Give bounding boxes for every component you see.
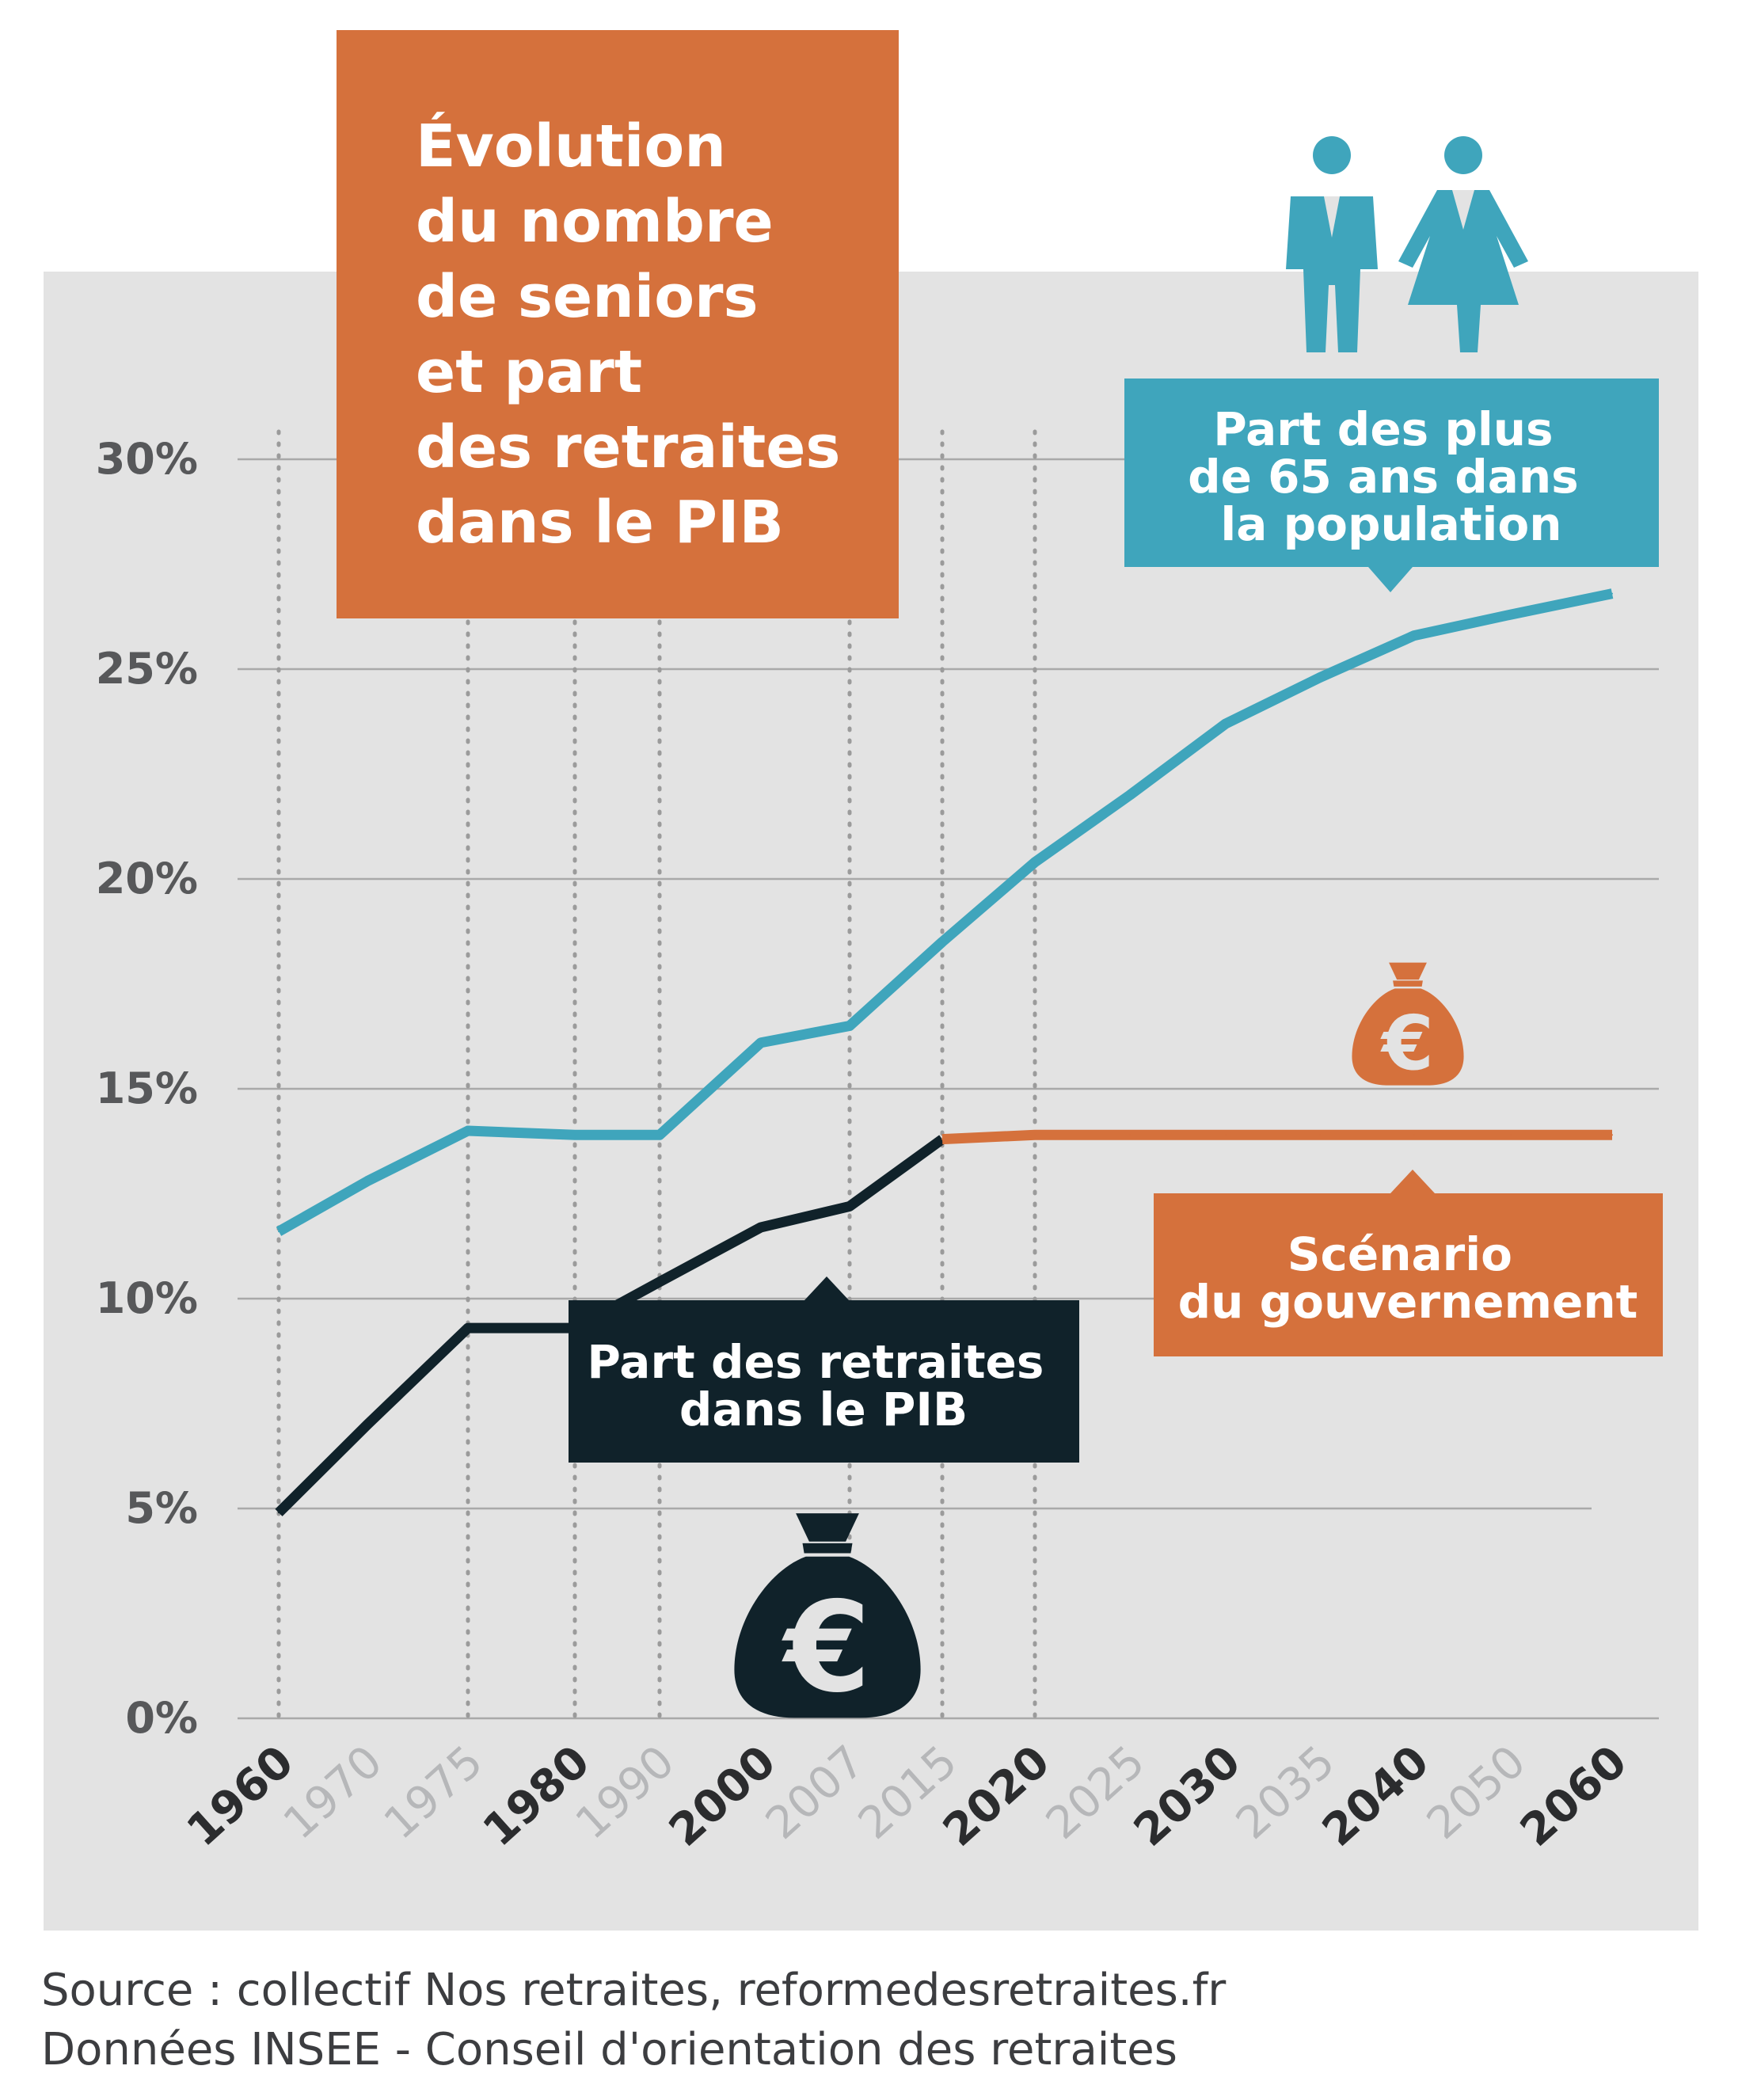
- y-tick-label: 20%: [96, 854, 198, 904]
- data-point: [1611, 1134, 1613, 1136]
- data-point: [367, 1180, 368, 1182]
- data-point: [849, 1205, 850, 1208]
- source-line: Données INSEE - Conseil d'orientation de…: [41, 2024, 1177, 2075]
- callout-line: de 65 ans dans: [1188, 450, 1579, 504]
- data-point: [659, 1280, 660, 1283]
- title-line: dans le PIB: [416, 489, 784, 557]
- callout-line: Part des plus: [1213, 402, 1553, 456]
- svg-text:€: €: [1380, 1000, 1434, 1087]
- data-point: [367, 1424, 368, 1425]
- data-point: [941, 1138, 943, 1140]
- callout-gouvernement-background: [1154, 1193, 1663, 1356]
- svg-text:€: €: [782, 1576, 871, 1721]
- title-background: [337, 30, 899, 618]
- title-line: du nombre: [416, 188, 774, 256]
- callout-population-label: Part des plus de 65 ans dans la populati…: [1188, 402, 1595, 551]
- y-axis-ticks: 0% 5% 10% 15% 20% 25% 30%: [96, 434, 198, 1743]
- data-point: [1225, 1134, 1227, 1136]
- callout-line: la population: [1220, 497, 1561, 551]
- title-line: et part: [416, 338, 642, 406]
- data-point: [1510, 614, 1512, 616]
- title-box: Évolution du nombre de seniors et part d…: [337, 30, 899, 618]
- title-line: de seniors: [416, 263, 759, 331]
- data-point: [1225, 722, 1227, 725]
- callout-pib-label: Part des retraites dans le PIB: [587, 1335, 1059, 1436]
- y-tick-label: 15%: [96, 1063, 198, 1113]
- data-point: [1129, 1134, 1131, 1136]
- data-point: [574, 1134, 576, 1136]
- data-point: [1034, 1134, 1036, 1136]
- man-icon: [1286, 136, 1378, 352]
- data-point: [659, 1134, 660, 1136]
- title-line: des retraites: [416, 413, 840, 481]
- title-line: Évolution: [416, 111, 726, 181]
- data-point: [467, 1327, 469, 1330]
- callout-line: Scénario: [1287, 1227, 1512, 1281]
- callout-line: dans le PIB: [679, 1383, 968, 1436]
- callout-pib: Part des retraites dans le PIB: [569, 1276, 1079, 1463]
- callout-line: Part des retraites: [587, 1335, 1044, 1389]
- callout-population-background: [1124, 379, 1659, 567]
- data-point: [1611, 592, 1613, 595]
- data-point: [1510, 1134, 1512, 1136]
- data-point: [1034, 861, 1036, 863]
- data-point: [849, 1025, 850, 1027]
- data-point: [467, 1130, 469, 1132]
- data-point: [1413, 634, 1415, 637]
- chart-title: Évolution du nombre de seniors et part d…: [416, 111, 861, 557]
- woman-icon: [1398, 136, 1528, 352]
- data-point: [760, 1041, 762, 1044]
- data-point: [1319, 676, 1321, 679]
- source-line: Source : collectif Nos retraites, reform…: [41, 1965, 1227, 2016]
- callout-gouvernement-pointer: [1390, 1170, 1435, 1193]
- callout-population-pointer: [1368, 567, 1413, 592]
- data-point: [1129, 794, 1131, 796]
- money-bag-euro-icon: €: [1352, 962, 1464, 1087]
- callout-line: du gouvernement: [1178, 1275, 1638, 1329]
- money-bag-euro-icon: €: [734, 1513, 921, 1721]
- callout-population: Part des plus de 65 ans dans la populati…: [1124, 379, 1659, 592]
- y-tick-label: 0%: [125, 1693, 198, 1743]
- data-point: [1319, 1134, 1321, 1136]
- callout-gouvernement-label: Scénario du gouvernement: [1178, 1227, 1638, 1329]
- callout-pib-background: [569, 1300, 1079, 1463]
- callout-gouvernement: Scénario du gouvernement: [1154, 1170, 1663, 1356]
- y-tick-label: 10%: [96, 1273, 198, 1323]
- y-tick-label: 30%: [96, 434, 198, 484]
- callout-pib-pointer: [804, 1276, 849, 1300]
- series-line: [941, 1129, 1612, 1145]
- data-point: [941, 941, 943, 943]
- data-point: [278, 1231, 280, 1233]
- data-point: [760, 1226, 762, 1228]
- data-point: [278, 1512, 280, 1514]
- y-tick-label: 25%: [96, 644, 198, 694]
- data-point: [1413, 1134, 1415, 1136]
- y-tick-label: 5%: [125, 1483, 198, 1533]
- grid: [238, 429, 1659, 1721]
